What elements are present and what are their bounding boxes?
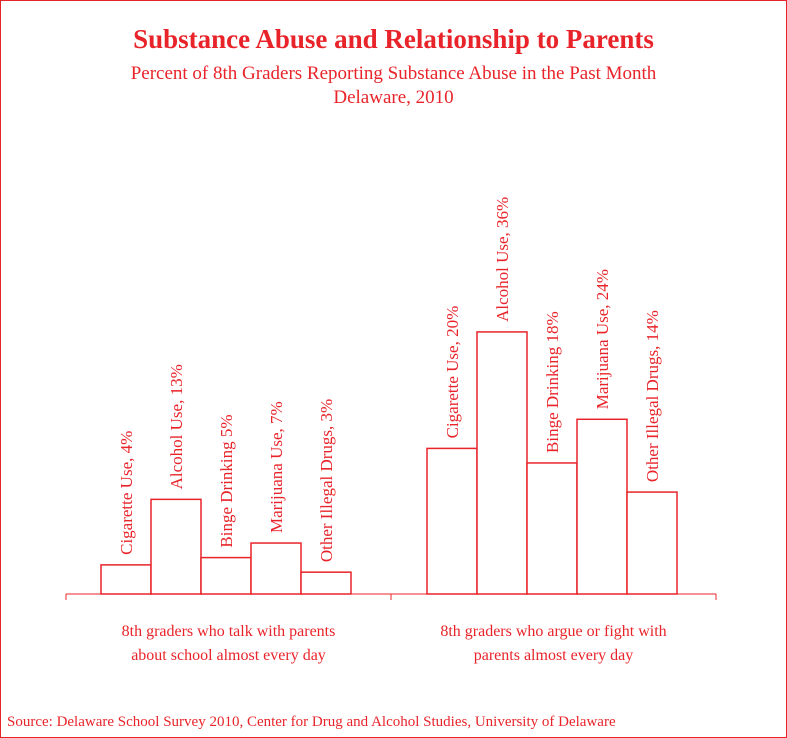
chart-title: Substance Abuse and Relationship to Pare…: [133, 24, 654, 54]
bar-2-2: [476, 331, 528, 595]
bar-2-3: [526, 462, 578, 595]
bar-label-2-5: Other Illegal Drugs, 14%: [643, 310, 662, 482]
bar-label-2-1: Cigarette Use, 20%: [443, 306, 462, 439]
bar-label-1-1: Cigarette Use, 4%: [117, 431, 136, 555]
bar-label-2-3: Binge Drinking 18%: [543, 311, 562, 453]
source-note: Source: Delaware School Survey 2010, Cen…: [7, 714, 616, 730]
bar-label-1-2: Alcohol Use, 13%: [167, 364, 186, 489]
bar-1-4: [250, 542, 302, 595]
bar-1-3: [200, 556, 252, 595]
subtitle-line-1: Percent of 8th Graders Reporting Substan…: [130, 63, 657, 84]
bar-label-2-4: Marijuana Use, 24%: [593, 269, 612, 409]
chart-subtitle: Percent of 8th Graders Reporting Substan…: [0, 62, 787, 110]
category-label-1-line-1: 8th graders who talk with parents: [122, 623, 336, 640]
bar-1-5: [300, 571, 352, 595]
bar-label-1-4: Marijuana Use, 7%: [267, 401, 286, 533]
bar-2-1: [426, 447, 478, 595]
category-label-1-line-2: about school almost every day: [131, 647, 326, 664]
bar-2-5: [626, 491, 678, 595]
category-label-2-line-1: 8th graders who argue or fight with: [440, 623, 666, 640]
subtitle-line-2: Delaware, 2010: [333, 87, 454, 108]
bar-1-2: [150, 498, 202, 595]
bar-1-1: [100, 564, 152, 595]
bar-label-2-2: Alcohol Use, 36%: [493, 197, 512, 322]
bar-2-4: [576, 418, 628, 595]
category-label-2-line-2: parents almost every day: [474, 647, 634, 664]
bar-label-1-5: Other Illegal Drugs, 3%: [317, 399, 336, 562]
bar-label-1-3: Binge Drinking 5%: [217, 414, 236, 547]
